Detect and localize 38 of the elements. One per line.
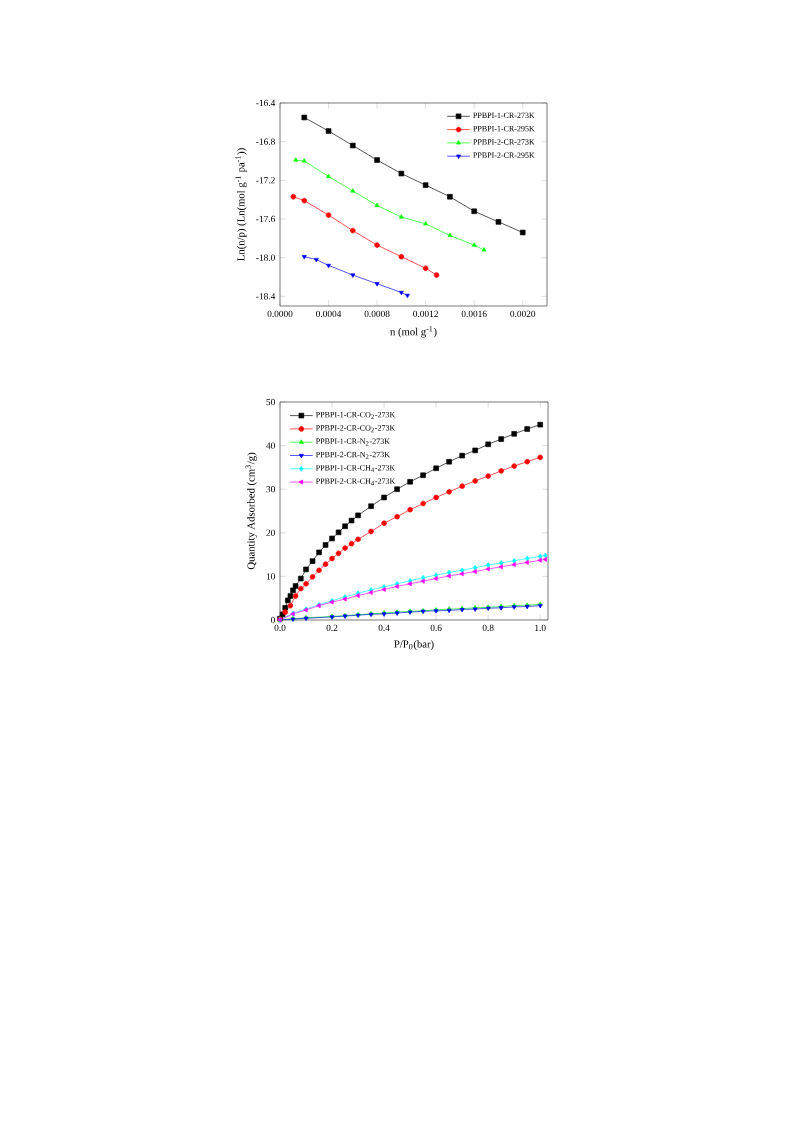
y-tick-label: -18.4: [256, 293, 276, 300]
y-tick-label: -16.4: [256, 99, 276, 107]
x-tick-label: 0.0004: [316, 310, 342, 318]
legend-label: PPBPI-1-CR-295K: [473, 125, 535, 132]
legend-label: PPBPI-1-CR-N$_{2}$-273K: [315, 438, 390, 446]
y-axis-title: Quantity Adsorbed (cm$^{3}$/g): [245, 452, 257, 570]
legend-label: PPBPI-1-CR-CO$_{2}$-273K: [315, 411, 396, 419]
x-axis-title: P/P$_{0}$(bar): [394, 640, 434, 650]
y-axis-title: Ln(n/p) (Ln(mol g$^{-1}$ pa$^{-1}$)): [235, 148, 247, 261]
x-tick-label: 0.0020: [510, 310, 536, 318]
y-tick-label: 10: [266, 573, 275, 580]
x-tick-label: 1.0: [535, 624, 546, 632]
y-tick-label: 30: [266, 486, 275, 493]
y-tick-label: -16.8: [256, 138, 275, 145]
legend-label: PPBPI-2-CR-295K: [473, 152, 535, 158]
legend-label: PPBPI-2-CR-CH$_{4}$-273K: [315, 478, 396, 486]
y-tick-label: -18.0: [256, 254, 275, 261]
legend-label: PPBPI-2-CR-N$_{2}$-273K: [315, 451, 390, 459]
y-tick-label: 50: [266, 398, 275, 406]
x-axis-title: n (mol g$^{-1}$): [390, 326, 437, 338]
x-tick-label: 0.0012: [413, 310, 438, 318]
legend-label: PPBPI-1-CR-273K: [473, 112, 535, 119]
legend-label: PPBPI-2-CR-CO$_{2}$-273K: [315, 425, 396, 433]
x-tick-label: 0.2: [326, 624, 338, 632]
y-tick-label: -17.6: [256, 215, 276, 223]
y-tick-label: -17.2: [256, 177, 275, 184]
legend-label: PPBPI-1-CR-CH$_{4}$-273K: [315, 465, 396, 473]
x-tick-label: 0.0008: [364, 310, 390, 318]
x-tick-label: 0.0016: [461, 310, 487, 318]
y-tick-label: 20: [266, 529, 275, 536]
x-tick-label: 0.0: [274, 624, 286, 632]
x-tick-label: 0.6: [430, 624, 442, 632]
x-tick-label: 0.4: [378, 624, 390, 632]
y-tick-label: 40: [266, 442, 275, 449]
x-tick-label: 0.8: [482, 624, 494, 632]
x-tick-label: 0.0000: [267, 310, 293, 318]
legend-label: PPBPI-2-CR-273K: [473, 139, 535, 145]
y-tick-label: 0: [270, 616, 275, 624]
